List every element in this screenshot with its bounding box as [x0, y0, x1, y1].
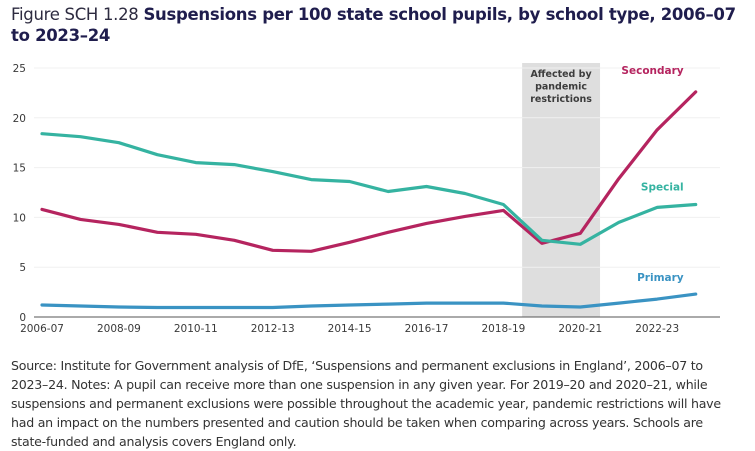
y-tick-label: 0 [19, 312, 26, 324]
pandemic-annotation-line: Affected by [530, 69, 592, 80]
x-tick-label: 2022-23 [635, 323, 679, 335]
y-tick-label: 10 [13, 212, 26, 224]
series-lines [40, 90, 698, 310]
x-tick-label: 2006-07 [20, 323, 64, 335]
series-line-special [40, 132, 698, 246]
figure-label: Figure SCH 1.28 [11, 5, 139, 24]
series-label-secondary: Secondary [621, 65, 683, 77]
y-tick-label: 25 [13, 63, 26, 75]
chart-title: Figure SCH 1.28 Suspensions per 100 stat… [11, 4, 741, 46]
pandemic-annotation-line: pandemic [535, 82, 587, 93]
series-label-special: Special [641, 181, 684, 193]
x-tick-label: 2018-19 [481, 323, 525, 335]
y-tick-label: 5 [19, 262, 26, 274]
x-tick-label: 2012-13 [251, 323, 295, 335]
y-tick-label: 20 [13, 113, 26, 125]
series-line-secondary [40, 90, 698, 253]
y-tick-label: 15 [13, 163, 26, 175]
x-tick-label: 2016-17 [405, 323, 449, 335]
x-tick-label: 2010-11 [174, 323, 218, 335]
x-tick-label: 2020-21 [558, 323, 602, 335]
pandemic-annotation-line: restrictions [530, 94, 592, 105]
x-axis: 2006-07 2008-09 2010-11 2012-13 2014-15 2016-… [20, 323, 679, 335]
pandemic-shade [522, 63, 601, 317]
x-tick-label: 2014-15 [328, 323, 372, 335]
gridlines [34, 67, 720, 318]
chart-main-title: Suspensions per 100 state school pupils,… [11, 5, 736, 45]
y-axis: 0 5 10 15 20 25 [13, 63, 26, 324]
source-notes: Source: Institute for Government analysi… [11, 358, 721, 449]
series-label-primary: Primary [637, 272, 684, 284]
series-line-primary [40, 292, 698, 310]
x-tick-label: 2008-09 [97, 323, 141, 335]
series-labels: Secondary Special Primary [621, 65, 683, 284]
